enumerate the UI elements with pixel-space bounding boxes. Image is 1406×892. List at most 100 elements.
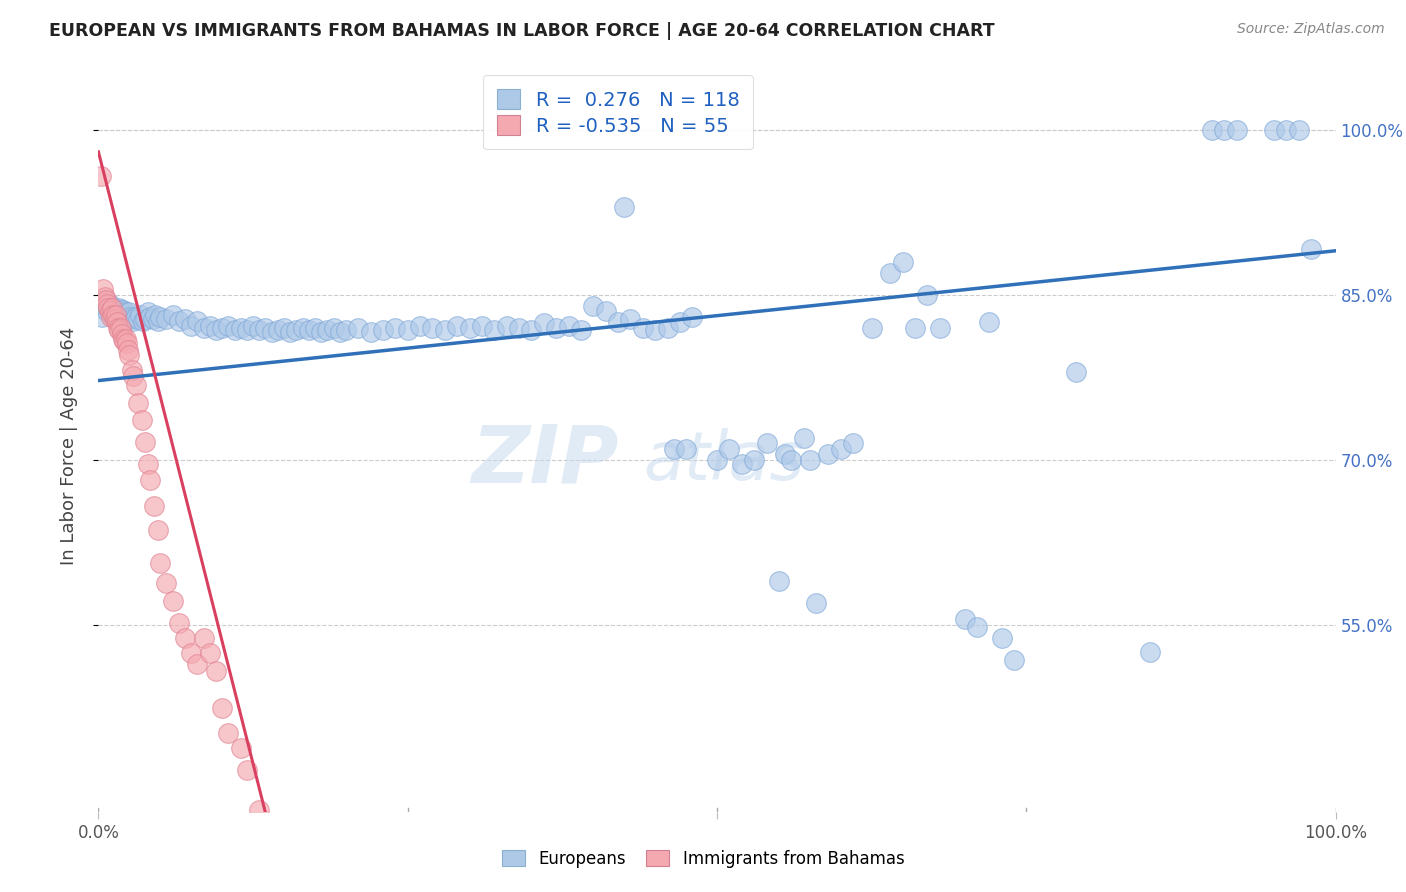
Point bbox=[1226, 122, 1249, 136]
Point bbox=[260, 862, 283, 876]
Point bbox=[205, 323, 228, 337]
Point bbox=[990, 631, 1012, 645]
Point bbox=[755, 436, 778, 450]
Point bbox=[1263, 122, 1285, 136]
Point bbox=[360, 325, 382, 339]
Point bbox=[953, 612, 976, 626]
Point bbox=[180, 646, 202, 660]
Point bbox=[146, 523, 169, 537]
Point bbox=[134, 435, 156, 450]
Point bbox=[112, 332, 135, 346]
Point bbox=[644, 323, 666, 337]
Point bbox=[773, 447, 796, 461]
Point bbox=[118, 305, 141, 319]
Point bbox=[97, 301, 120, 315]
Point bbox=[236, 323, 259, 337]
Point bbox=[1002, 653, 1025, 667]
Point bbox=[124, 378, 146, 392]
Point bbox=[117, 312, 139, 326]
Point bbox=[1139, 645, 1161, 659]
Point bbox=[384, 320, 406, 334]
Point bbox=[508, 320, 530, 334]
Point bbox=[115, 310, 138, 324]
Point bbox=[817, 447, 839, 461]
Point bbox=[520, 323, 543, 337]
Point bbox=[928, 320, 950, 334]
Point bbox=[198, 646, 221, 660]
Point bbox=[105, 315, 128, 329]
Point bbox=[607, 315, 630, 329]
Point bbox=[174, 631, 197, 645]
Legend: R =  0.276   N = 118, R = -0.535   N = 55: R = 0.276 N = 118, R = -0.535 N = 55 bbox=[484, 75, 754, 150]
Point bbox=[146, 314, 169, 328]
Point bbox=[904, 320, 927, 334]
Point bbox=[1275, 122, 1298, 136]
Point bbox=[254, 320, 277, 334]
Text: atlas: atlas bbox=[643, 427, 804, 493]
Point bbox=[103, 301, 125, 315]
Point bbox=[669, 315, 692, 329]
Point bbox=[595, 304, 617, 318]
Point bbox=[675, 442, 697, 456]
Point bbox=[267, 884, 290, 892]
Point bbox=[162, 593, 184, 607]
Point bbox=[1213, 122, 1236, 136]
Point bbox=[180, 318, 202, 333]
Point bbox=[107, 308, 129, 322]
Point bbox=[613, 200, 636, 214]
Point bbox=[495, 318, 517, 333]
Point bbox=[273, 320, 295, 334]
Point bbox=[1288, 122, 1310, 136]
Point bbox=[131, 413, 153, 427]
Point bbox=[879, 266, 901, 280]
Point bbox=[242, 318, 264, 333]
Point bbox=[121, 362, 143, 376]
Point bbox=[105, 305, 128, 319]
Point bbox=[211, 320, 233, 334]
Point bbox=[1064, 365, 1087, 379]
Point bbox=[681, 310, 703, 324]
Point bbox=[139, 473, 162, 487]
Point bbox=[891, 254, 914, 268]
Point bbox=[254, 829, 277, 843]
Point bbox=[100, 303, 122, 318]
Point bbox=[110, 320, 132, 334]
Point bbox=[304, 320, 326, 334]
Point bbox=[100, 310, 122, 324]
Point bbox=[247, 323, 270, 337]
Point bbox=[371, 323, 394, 337]
Point bbox=[94, 293, 117, 308]
Point bbox=[979, 315, 1001, 329]
Point bbox=[108, 301, 131, 315]
Point bbox=[101, 308, 124, 322]
Text: EUROPEAN VS IMMIGRANTS FROM BAHAMAS IN LABOR FORCE | AGE 20-64 CORRELATION CHART: EUROPEAN VS IMMIGRANTS FROM BAHAMAS IN L… bbox=[49, 22, 995, 40]
Point bbox=[917, 287, 939, 301]
Point bbox=[731, 457, 754, 471]
Point bbox=[104, 308, 127, 322]
Point bbox=[149, 556, 172, 570]
Point bbox=[94, 299, 117, 313]
Point bbox=[229, 740, 252, 755]
Point bbox=[121, 312, 143, 326]
Point bbox=[155, 576, 177, 591]
Point bbox=[278, 325, 301, 339]
Point bbox=[533, 317, 555, 331]
Point bbox=[110, 303, 132, 318]
Point bbox=[136, 305, 159, 319]
Point bbox=[557, 318, 579, 333]
Point bbox=[966, 620, 988, 634]
Point bbox=[211, 701, 233, 715]
Point bbox=[193, 320, 215, 334]
Point bbox=[107, 320, 129, 334]
Point bbox=[446, 318, 468, 333]
Point bbox=[198, 318, 221, 333]
Point bbox=[127, 312, 149, 326]
Point bbox=[167, 615, 190, 630]
Point bbox=[117, 343, 139, 357]
Point bbox=[1299, 242, 1322, 256]
Point bbox=[1201, 122, 1223, 136]
Point bbox=[347, 320, 370, 334]
Point bbox=[124, 310, 146, 324]
Point bbox=[718, 442, 741, 456]
Point bbox=[162, 308, 184, 322]
